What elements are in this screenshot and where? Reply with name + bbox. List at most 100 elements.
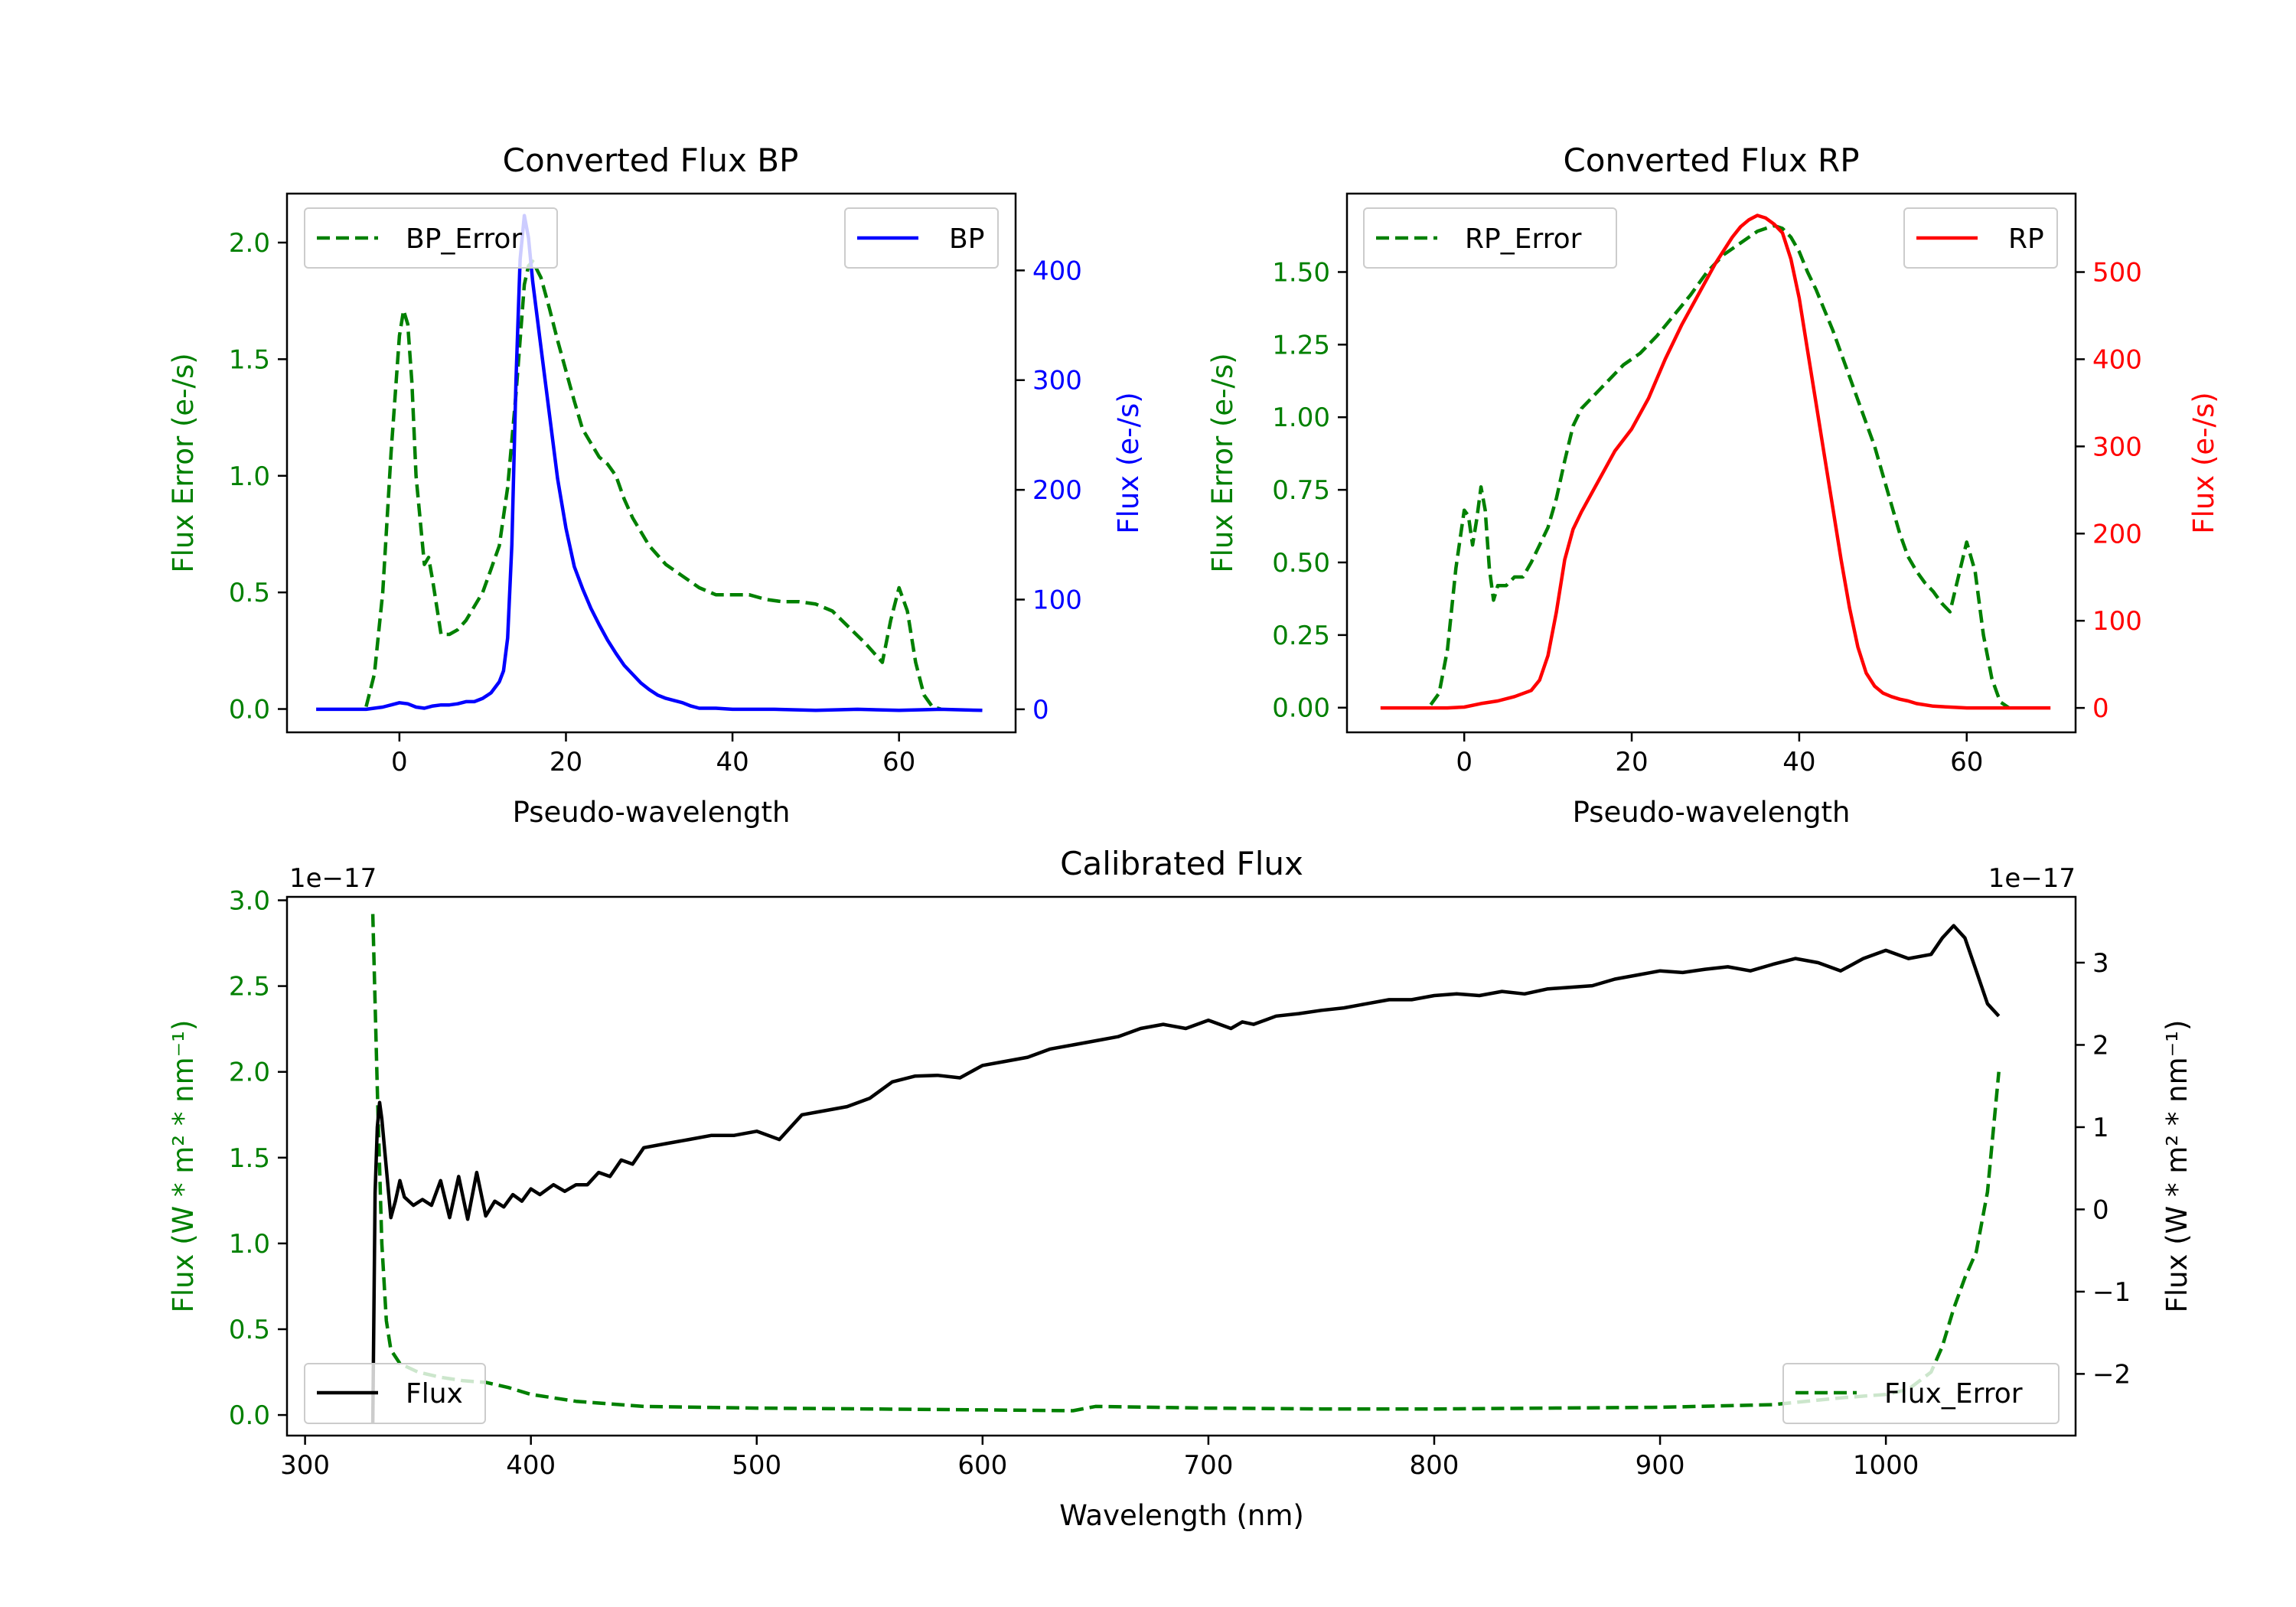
y-right-tick-label: 2 xyxy=(2092,1030,2109,1061)
y-right-tick-label: 0 xyxy=(1032,695,1049,725)
y-right-tick-label: 100 xyxy=(1032,585,1082,616)
y-left-tick-label: 0.00 xyxy=(1272,693,1330,724)
x-tick-label: 600 xyxy=(957,1450,1007,1481)
chart-title: Converted Flux RP xyxy=(1563,142,1859,179)
y-left-tick-label: 3.0 xyxy=(229,885,270,916)
x-axis-label: Wavelength (nm) xyxy=(1059,1499,1304,1532)
y-left-tick-label: 1.50 xyxy=(1272,257,1330,288)
x-tick-label: 0 xyxy=(1456,747,1473,777)
x-tick-label: 60 xyxy=(1950,747,1983,777)
x-tick-label: 20 xyxy=(1615,747,1648,777)
legend-left: Flux xyxy=(304,1363,486,1424)
y-axis-right-label: Flux (e-/s) xyxy=(2187,392,2220,533)
y-left-tick-label: 1.0 xyxy=(229,1229,270,1260)
axis-ticks: 0 20 40 60 0.00 0.25 0.50 0.75 1.00 1.25 1.50 0 100 2… xyxy=(1272,257,2142,777)
y-axis-right-label: Flux (W * m² * nm⁻¹) xyxy=(2161,1020,2193,1313)
x-axis-label: Pseudo-wavelength xyxy=(513,796,791,829)
y-right-tick-label: 1 xyxy=(2092,1113,2109,1143)
x-tick-label: 900 xyxy=(1636,1450,1685,1481)
y-left-tick-label: 0.50 xyxy=(1272,548,1330,579)
x-tick-label: 40 xyxy=(716,747,748,777)
y-right-tick-label: 100 xyxy=(2092,606,2142,637)
legend-box xyxy=(1782,1363,2060,1424)
x-tick-label: 0 xyxy=(391,747,408,777)
x-tick-label: 40 xyxy=(1782,747,1815,777)
axis-ticks: 0 20 40 60 0.0 0.5 1.0 1.5 2.0 0 100 200 300 400 xyxy=(229,228,1082,777)
legend-label: RP_Error xyxy=(1465,223,1582,255)
y-left-tick-label: 0.5 xyxy=(229,1315,270,1345)
plot-lines xyxy=(1380,214,2051,710)
y-right-tick-label: 200 xyxy=(1032,475,1082,506)
panel-calibrated-flux: Calibrated Flux 1e−17 1e−17 300 400 500 600… xyxy=(167,845,2193,1532)
legend-label: Flux_Error xyxy=(1884,1378,2023,1410)
legend-right: RP xyxy=(1903,207,2058,269)
y-right-offset-label: 1e−17 xyxy=(1988,863,2076,894)
y-left-tick-label: 0.25 xyxy=(1272,621,1330,651)
legend-label: BP xyxy=(949,223,984,255)
legend-right: Flux_Error xyxy=(1782,1363,2060,1424)
legend-right: BP xyxy=(844,207,999,269)
y-axis-right-label: Flux (e-/s) xyxy=(1112,392,1145,533)
y-axis-left-label: Flux (W * m² * nm⁻¹) xyxy=(167,1020,200,1313)
y-axis-left-label: Flux Error (e-/s) xyxy=(1206,353,1239,572)
legend-box xyxy=(304,1363,486,1424)
y-left-offset-label: 1e−17 xyxy=(289,863,377,894)
axis-ticks: 300 400 500 600 700 800 900 1000 0.0 0.5 1.0 1.5 2.0… xyxy=(229,885,2131,1481)
y-right-tick-label: 3 xyxy=(2092,948,2109,979)
plot-lines xyxy=(370,914,2001,1423)
legend-left: RP_Error xyxy=(1363,207,1617,269)
chart-title: Calibrated Flux xyxy=(1060,845,1303,882)
y-left-tick-label: 2.5 xyxy=(229,972,270,1002)
series-line-flux xyxy=(370,924,2001,1423)
series-line-bp-error xyxy=(364,259,941,711)
y-right-tick-label: −2 xyxy=(2092,1359,2131,1390)
y-left-tick-label: 0.75 xyxy=(1272,475,1330,506)
panel-converted-flux-rp: Converted Flux RP 0 20 40 60 0.00 0.25 0.50 0.7… xyxy=(1206,142,2220,829)
series-line-flux-error xyxy=(370,914,2001,1413)
y-left-tick-label: 0.0 xyxy=(229,695,270,725)
plot-lines xyxy=(316,214,983,712)
legend-box xyxy=(304,207,558,269)
legend-box xyxy=(1903,207,2058,269)
legend-label: BP_Error xyxy=(406,223,522,255)
x-tick-label: 300 xyxy=(280,1450,330,1481)
y-axis-left-label: Flux Error (e-/s) xyxy=(167,353,200,572)
x-tick-label: 60 xyxy=(882,747,915,777)
plot-frame xyxy=(1345,192,2077,734)
chart-title: Converted Flux BP xyxy=(503,142,799,179)
series-line-rp-error xyxy=(1429,223,2010,709)
y-left-tick-label: 1.25 xyxy=(1272,330,1330,360)
y-right-tick-label: 0 xyxy=(2092,693,2109,724)
y-left-tick-label: 1.0 xyxy=(229,461,270,492)
series-line-rp xyxy=(1380,214,2051,710)
legend-label: RP xyxy=(2008,223,2044,255)
series-line-bp xyxy=(316,214,983,712)
panel-converted-flux-bp: Converted Flux BP 0 20 40 60 0.0 0.5 1.0 1.5 2.0… xyxy=(167,142,1145,829)
y-right-tick-label: 0 xyxy=(2092,1195,2109,1225)
legend-box xyxy=(1363,207,1617,269)
plot-frame xyxy=(285,895,2077,1437)
y-right-tick-label: −1 xyxy=(2092,1277,2131,1308)
y-left-tick-label: 0.5 xyxy=(229,578,270,608)
x-tick-label: 400 xyxy=(506,1450,556,1481)
y-left-tick-label: 1.5 xyxy=(229,344,270,375)
x-tick-label: 1000 xyxy=(1853,1450,1919,1481)
y-left-tick-label: 1.5 xyxy=(229,1143,270,1174)
x-tick-label: 700 xyxy=(1183,1450,1233,1481)
legend-left: BP_Error xyxy=(304,207,558,269)
y-right-tick-label: 400 xyxy=(1032,256,1082,286)
y-left-tick-label: 1.00 xyxy=(1272,403,1330,433)
y-left-tick-label: 2.0 xyxy=(229,1058,270,1088)
x-tick-label: 800 xyxy=(1410,1450,1459,1481)
x-tick-label: 500 xyxy=(732,1450,781,1481)
y-right-tick-label: 300 xyxy=(1032,366,1082,396)
x-axis-label: Pseudo-wavelength xyxy=(1573,796,1851,829)
legend-label: Flux xyxy=(406,1378,463,1410)
y-right-tick-label: 500 xyxy=(2092,258,2142,288)
y-left-tick-label: 2.0 xyxy=(229,228,270,259)
y-right-tick-label: 200 xyxy=(2092,519,2142,549)
plot-frame xyxy=(285,192,1017,734)
legend-box xyxy=(844,207,999,269)
y-right-tick-label: 300 xyxy=(2092,432,2142,462)
